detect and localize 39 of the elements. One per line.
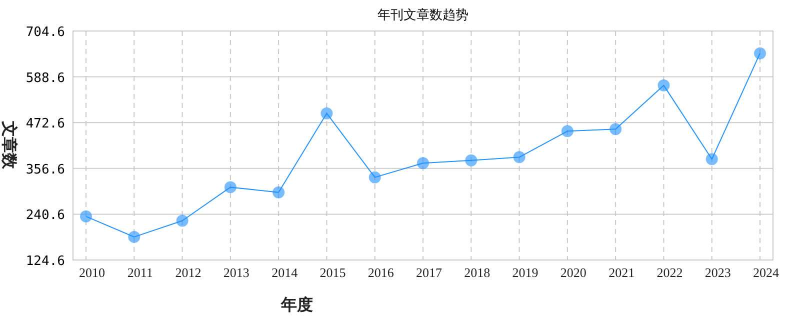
point	[128, 230, 140, 243]
point	[610, 123, 622, 136]
y-tick-label: 356.6	[26, 162, 65, 178]
x-tick-label: 2024	[753, 265, 780, 280]
x-tick-label: 2022	[656, 265, 683, 280]
chart-title: 年刊文章数趋势	[378, 7, 468, 22]
y-tick-label: 704.6	[26, 25, 65, 40]
x-axis-title: 年度	[280, 295, 313, 314]
y-tick-label: 240.6	[26, 208, 65, 224]
y-axis-title: 文章数	[0, 120, 18, 170]
point	[224, 181, 236, 194]
x-tick-label: 2019	[512, 265, 538, 280]
x-tick-label: 2014	[272, 265, 298, 280]
point	[176, 214, 188, 227]
point	[754, 47, 766, 60]
point	[80, 210, 92, 222]
point	[272, 186, 285, 198]
x-tick-label: 2011	[127, 265, 153, 280]
x-tick-label: 2018	[464, 265, 490, 280]
x-tick-label: 2021	[608, 265, 635, 280]
point	[465, 154, 478, 166]
point	[368, 171, 381, 184]
x-tick-label: 2017	[416, 265, 442, 280]
x-tick-label: 2015	[320, 265, 346, 280]
x-tick-label: 2010	[79, 265, 105, 280]
x-tick-label: 2016	[368, 265, 394, 280]
x-tick-label: 2013	[223, 265, 250, 280]
x-tick-label: 2023	[704, 265, 731, 280]
y-tick-label: 472.6	[26, 116, 65, 132]
x-tick-label: 2020	[560, 265, 586, 280]
point	[561, 125, 574, 138]
point	[706, 153, 718, 166]
y-tick-label: 588.6	[26, 70, 65, 86]
y-tick-label: 124.6	[26, 254, 65, 269]
point	[658, 79, 670, 92]
point	[417, 157, 429, 170]
x-tick-label: 2012	[175, 265, 202, 280]
point	[320, 107, 333, 120]
point	[513, 151, 526, 164]
